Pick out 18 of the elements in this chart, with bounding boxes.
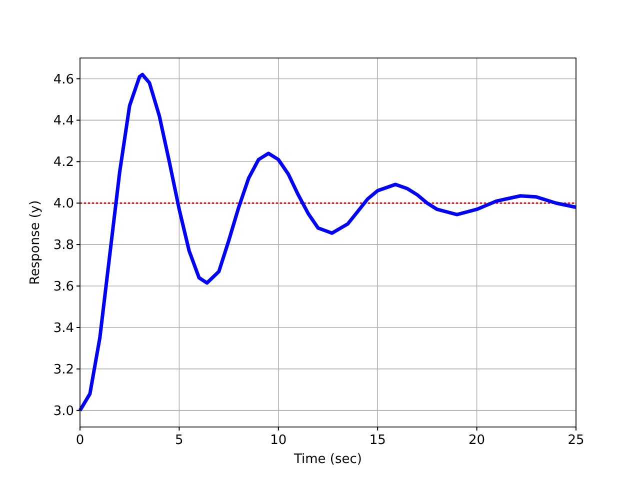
x-tick-label: 5	[175, 433, 184, 448]
x-tick-label: 10	[270, 433, 287, 448]
x-axis-title: Time (sec)	[292, 452, 362, 467]
x-tick-label: 15	[369, 433, 386, 448]
y-tick-label: 3.0	[53, 404, 74, 419]
y-tick-label: 3.8	[53, 238, 74, 254]
y-tick-label: 4.2	[53, 155, 74, 170]
y-tick-label: 4.6	[53, 72, 74, 88]
x-tick-label: 0	[76, 433, 84, 448]
y-tick-label: 3.6	[53, 280, 74, 295]
y-axis-title: Response (y)	[28, 200, 43, 285]
y-tick-label: 4.0	[53, 196, 74, 212]
x-tick-label: 20	[468, 433, 486, 448]
x-tick-label: 25	[568, 433, 584, 448]
y-tick-label: 4.4	[53, 114, 74, 129]
y-tick-label: 3.4	[53, 321, 74, 336]
line-series	[78, 72, 578, 412]
y-tick-label: 3.2	[53, 362, 74, 378]
